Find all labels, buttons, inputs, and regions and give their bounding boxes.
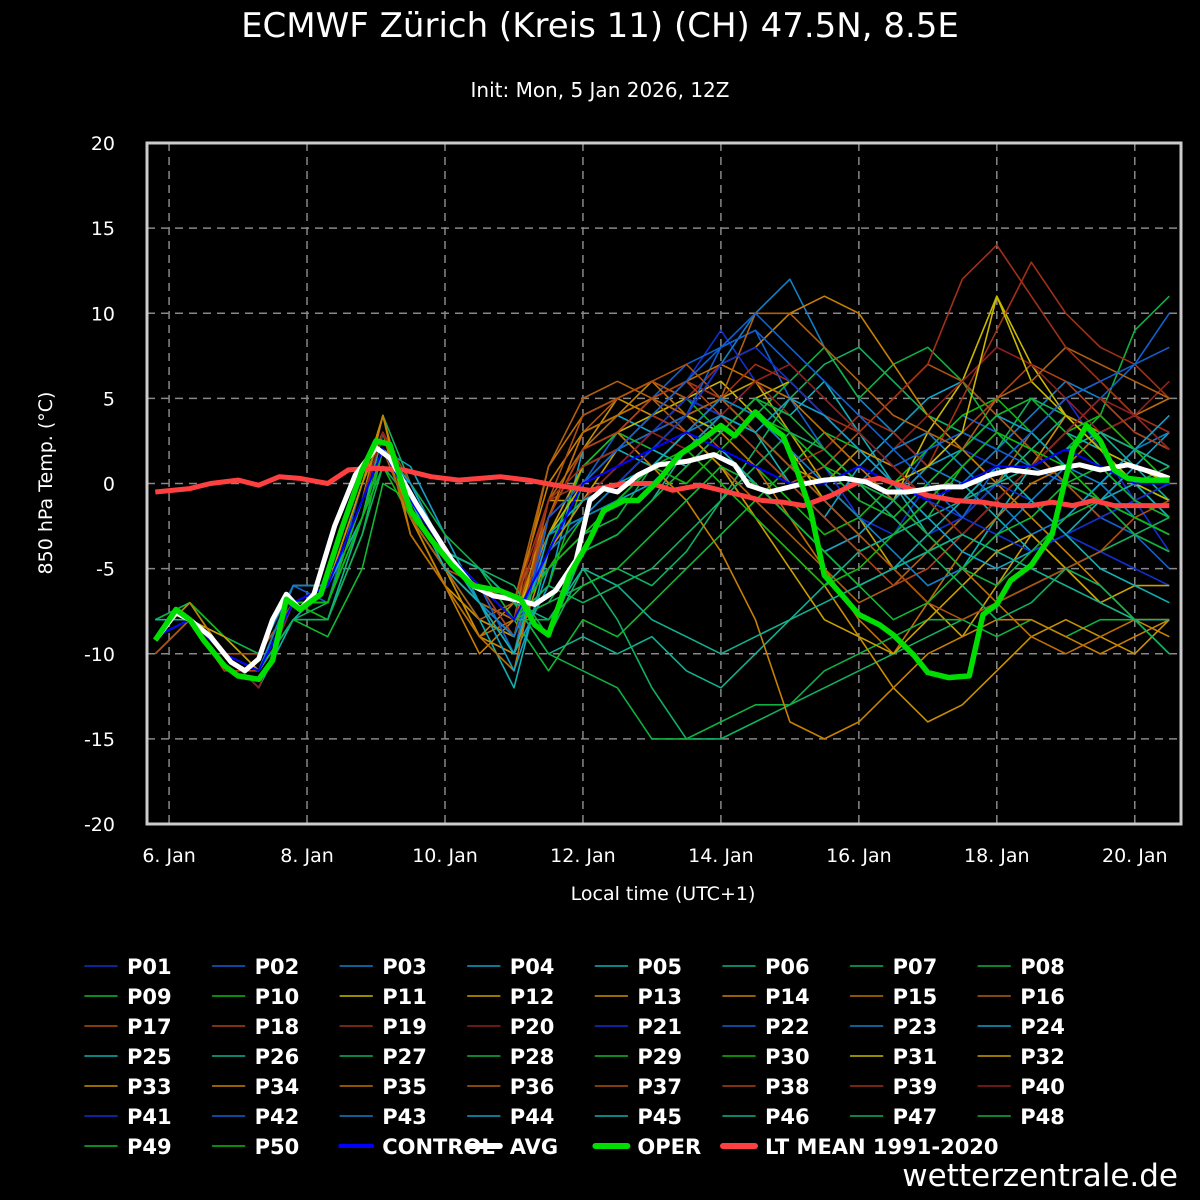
legend-label-p40: P40 (1020, 1075, 1065, 1099)
legend-label-p39: P39 (893, 1075, 938, 1099)
x-tick-label: 8. Jan (280, 845, 333, 867)
watermark-text: wetterzentrale.de (902, 1158, 1178, 1194)
legend-label-p45: P45 (637, 1105, 682, 1129)
legend-label-avg: AVG (510, 1135, 558, 1159)
legend-label-p15: P15 (893, 985, 938, 1009)
legend-label-p22: P22 (765, 1015, 810, 1039)
legend-label-p49: P49 (127, 1135, 172, 1159)
lt-mean-line (155, 465, 1170, 509)
legend-label-p33: P33 (127, 1075, 172, 1099)
legend-label-p16: P16 (1020, 985, 1065, 1009)
legend-label-p26: P26 (255, 1045, 300, 1069)
legend-label-p01: P01 (127, 955, 172, 979)
y-tick-label: 10 (91, 303, 115, 325)
legend-label-p50: P50 (255, 1135, 300, 1159)
legend-label-p42: P42 (255, 1105, 300, 1129)
chart-title: ECMWF Zürich (Kreis 11) (CH) 47.5N, 8.5E (241, 6, 959, 46)
legend-label-p18: P18 (255, 1015, 300, 1039)
legend-label-p41: P41 (127, 1105, 172, 1129)
y-tick-label: 0 (103, 474, 115, 496)
member-line-p42 (154, 312, 1170, 672)
legend-label-p31: P31 (893, 1045, 938, 1069)
legend-label-p28: P28 (510, 1045, 555, 1069)
y-tick-label: -10 (84, 644, 115, 666)
legend-label-p08: P08 (1020, 955, 1065, 979)
legend-label-p19: P19 (382, 1015, 427, 1039)
oper-line (153, 409, 1170, 683)
legend-label-p03: P03 (382, 955, 427, 979)
y-tick-label: 5 (103, 388, 115, 410)
legend-label-p48: P48 (1020, 1105, 1065, 1129)
legend-label-p05: P05 (637, 955, 682, 979)
legend-label-p02: P02 (255, 955, 300, 979)
legend-label-p43: P43 (382, 1105, 427, 1129)
chart-subtitle: Init: Mon, 5 Jan 2026, 12Z (470, 78, 730, 102)
legend-label-p36: P36 (510, 1075, 555, 1099)
legend-label-oper: OPER (637, 1135, 701, 1159)
legend-label-p04: P04 (510, 955, 555, 979)
legend-label-p24: P24 (1020, 1015, 1065, 1039)
legend-label-p46: P46 (765, 1105, 810, 1129)
legend-label-p27: P27 (382, 1045, 427, 1069)
y-tick-label: -20 (84, 814, 115, 836)
legend-label-p37: P37 (637, 1075, 682, 1099)
legend-label-p34: P34 (255, 1075, 300, 1099)
legend-label-p13: P13 (637, 985, 682, 1009)
member-line-p36 (154, 312, 1170, 672)
y-axis-label: 850 hPa Temp. (°C) (35, 392, 57, 575)
plot-frame (145, 141, 1183, 826)
legend-label-p30: P30 (765, 1045, 810, 1069)
x-tick-label: 16. Jan (826, 845, 892, 867)
legend-label-p35: P35 (382, 1075, 427, 1099)
x-tick-label: 12. Jan (550, 845, 616, 867)
legend-label-p38: P38 (765, 1075, 810, 1099)
legend-label-p09: P09 (127, 985, 172, 1009)
legend-label-p12: P12 (510, 985, 555, 1009)
legend-label-p47: P47 (893, 1105, 938, 1129)
x-axis-label: Local time (UTC+1) (571, 883, 756, 905)
legend-label-p20: P20 (510, 1015, 555, 1039)
legend-label-p10: P10 (255, 985, 300, 1009)
avg-line (153, 445, 1171, 674)
legend-label-p29: P29 (637, 1045, 682, 1069)
legend-label-lt-mean-1991-2020: LT MEAN 1991-2020 (765, 1135, 999, 1159)
legend-label-p23: P23 (893, 1015, 938, 1039)
y-tick-label: -5 (96, 559, 115, 581)
x-tick-label: 20. Jan (1102, 845, 1168, 867)
legend-label-p07: P07 (893, 955, 938, 979)
legend-label-p44: P44 (510, 1105, 555, 1129)
y-tick-label: 15 (91, 218, 115, 240)
legend-label-p25: P25 (127, 1045, 172, 1069)
legend-label-p14: P14 (765, 985, 810, 1009)
legend-label-p21: P21 (637, 1015, 682, 1039)
y-tick-label: 20 (91, 133, 115, 155)
legend-label-p06: P06 (765, 955, 810, 979)
x-tick-label: 6. Jan (142, 845, 195, 867)
y-tick-label: -15 (84, 729, 115, 751)
x-tick-label: 14. Jan (688, 845, 754, 867)
x-tick-label: 18. Jan (964, 845, 1030, 867)
legend-label-p32: P32 (1020, 1045, 1065, 1069)
x-tick-label: 10. Jan (412, 845, 478, 867)
legend-label-p17: P17 (127, 1015, 172, 1039)
control-line (154, 431, 1170, 673)
legend-label-p11: P11 (382, 985, 427, 1009)
